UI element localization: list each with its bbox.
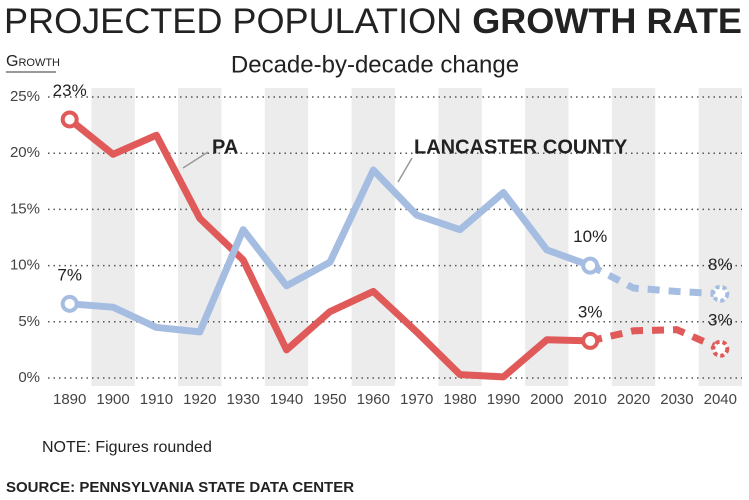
subtitle: Decade-by-decade change [231,51,519,78]
title-main: PROJECTED POPULATION [4,2,462,41]
x-tick-label: 1900 [96,391,129,408]
chart-title: PROJECTED POPULATION GROWTH RATE [4,2,742,41]
point-marker [60,294,79,313]
x-tick-label: 2000 [530,391,563,408]
data-label: 3% [578,302,603,321]
x-tick-label: 2030 [660,391,693,408]
column-band [698,88,742,386]
y-tick-label: 15% [10,200,40,217]
x-tick-label: 2010 [574,391,607,408]
x-tick-label: 1910 [140,391,173,408]
bands [91,88,742,386]
x-tick-label: 1960 [357,391,390,408]
x-tick-label: 1950 [313,391,346,408]
y-tick-label: 20% [10,144,40,161]
data-label: 8% [708,255,733,274]
column-band [91,88,135,386]
x-tick-label: 1890 [53,391,86,408]
point-marker [711,339,730,358]
x-tick-label: 1990 [487,391,520,408]
point-marker [581,331,600,350]
source: SOURCE: PENNSYLVANIA STATE DATA CENTER [6,479,354,496]
x-tick-label: 1930 [227,391,260,408]
column-band [264,88,309,386]
series-label-leader [397,157,413,183]
data-label: 23% [53,81,87,100]
point-marker [711,284,730,303]
line [67,116,591,381]
data-label: 10% [573,227,607,246]
data-label: 3% [708,310,733,329]
point-marker [60,110,79,129]
line [69,166,592,336]
y-tick-label: 0% [18,369,40,386]
column-band [438,88,482,386]
y-tick-label: 25% [10,88,40,105]
series-label-leader [182,151,209,169]
y-tick-label: 10% [10,257,40,274]
projected-line [589,326,722,352]
x-tick-label: 1970 [400,391,433,408]
title-emphasis: GROWTH RATE [472,2,742,41]
series-label: LANCASTER COUNTY [414,136,628,158]
x-tick-label: 1920 [183,391,216,408]
point-marker [581,256,600,275]
projected-line [588,262,721,298]
x-tick-label: 2020 [617,391,650,408]
note: NOTE: Figures rounded [42,439,212,456]
x-tick-label: 2040 [704,391,737,408]
x-tick-label: 1940 [270,391,303,408]
y-axis-label: Growth [6,53,60,70]
x-tick-label: 1980 [443,391,476,408]
series-label: PA [212,136,238,158]
column-band [351,88,395,386]
column-band [611,88,656,386]
data-label: 7% [57,265,82,284]
y-tick-label: 5% [18,313,40,330]
